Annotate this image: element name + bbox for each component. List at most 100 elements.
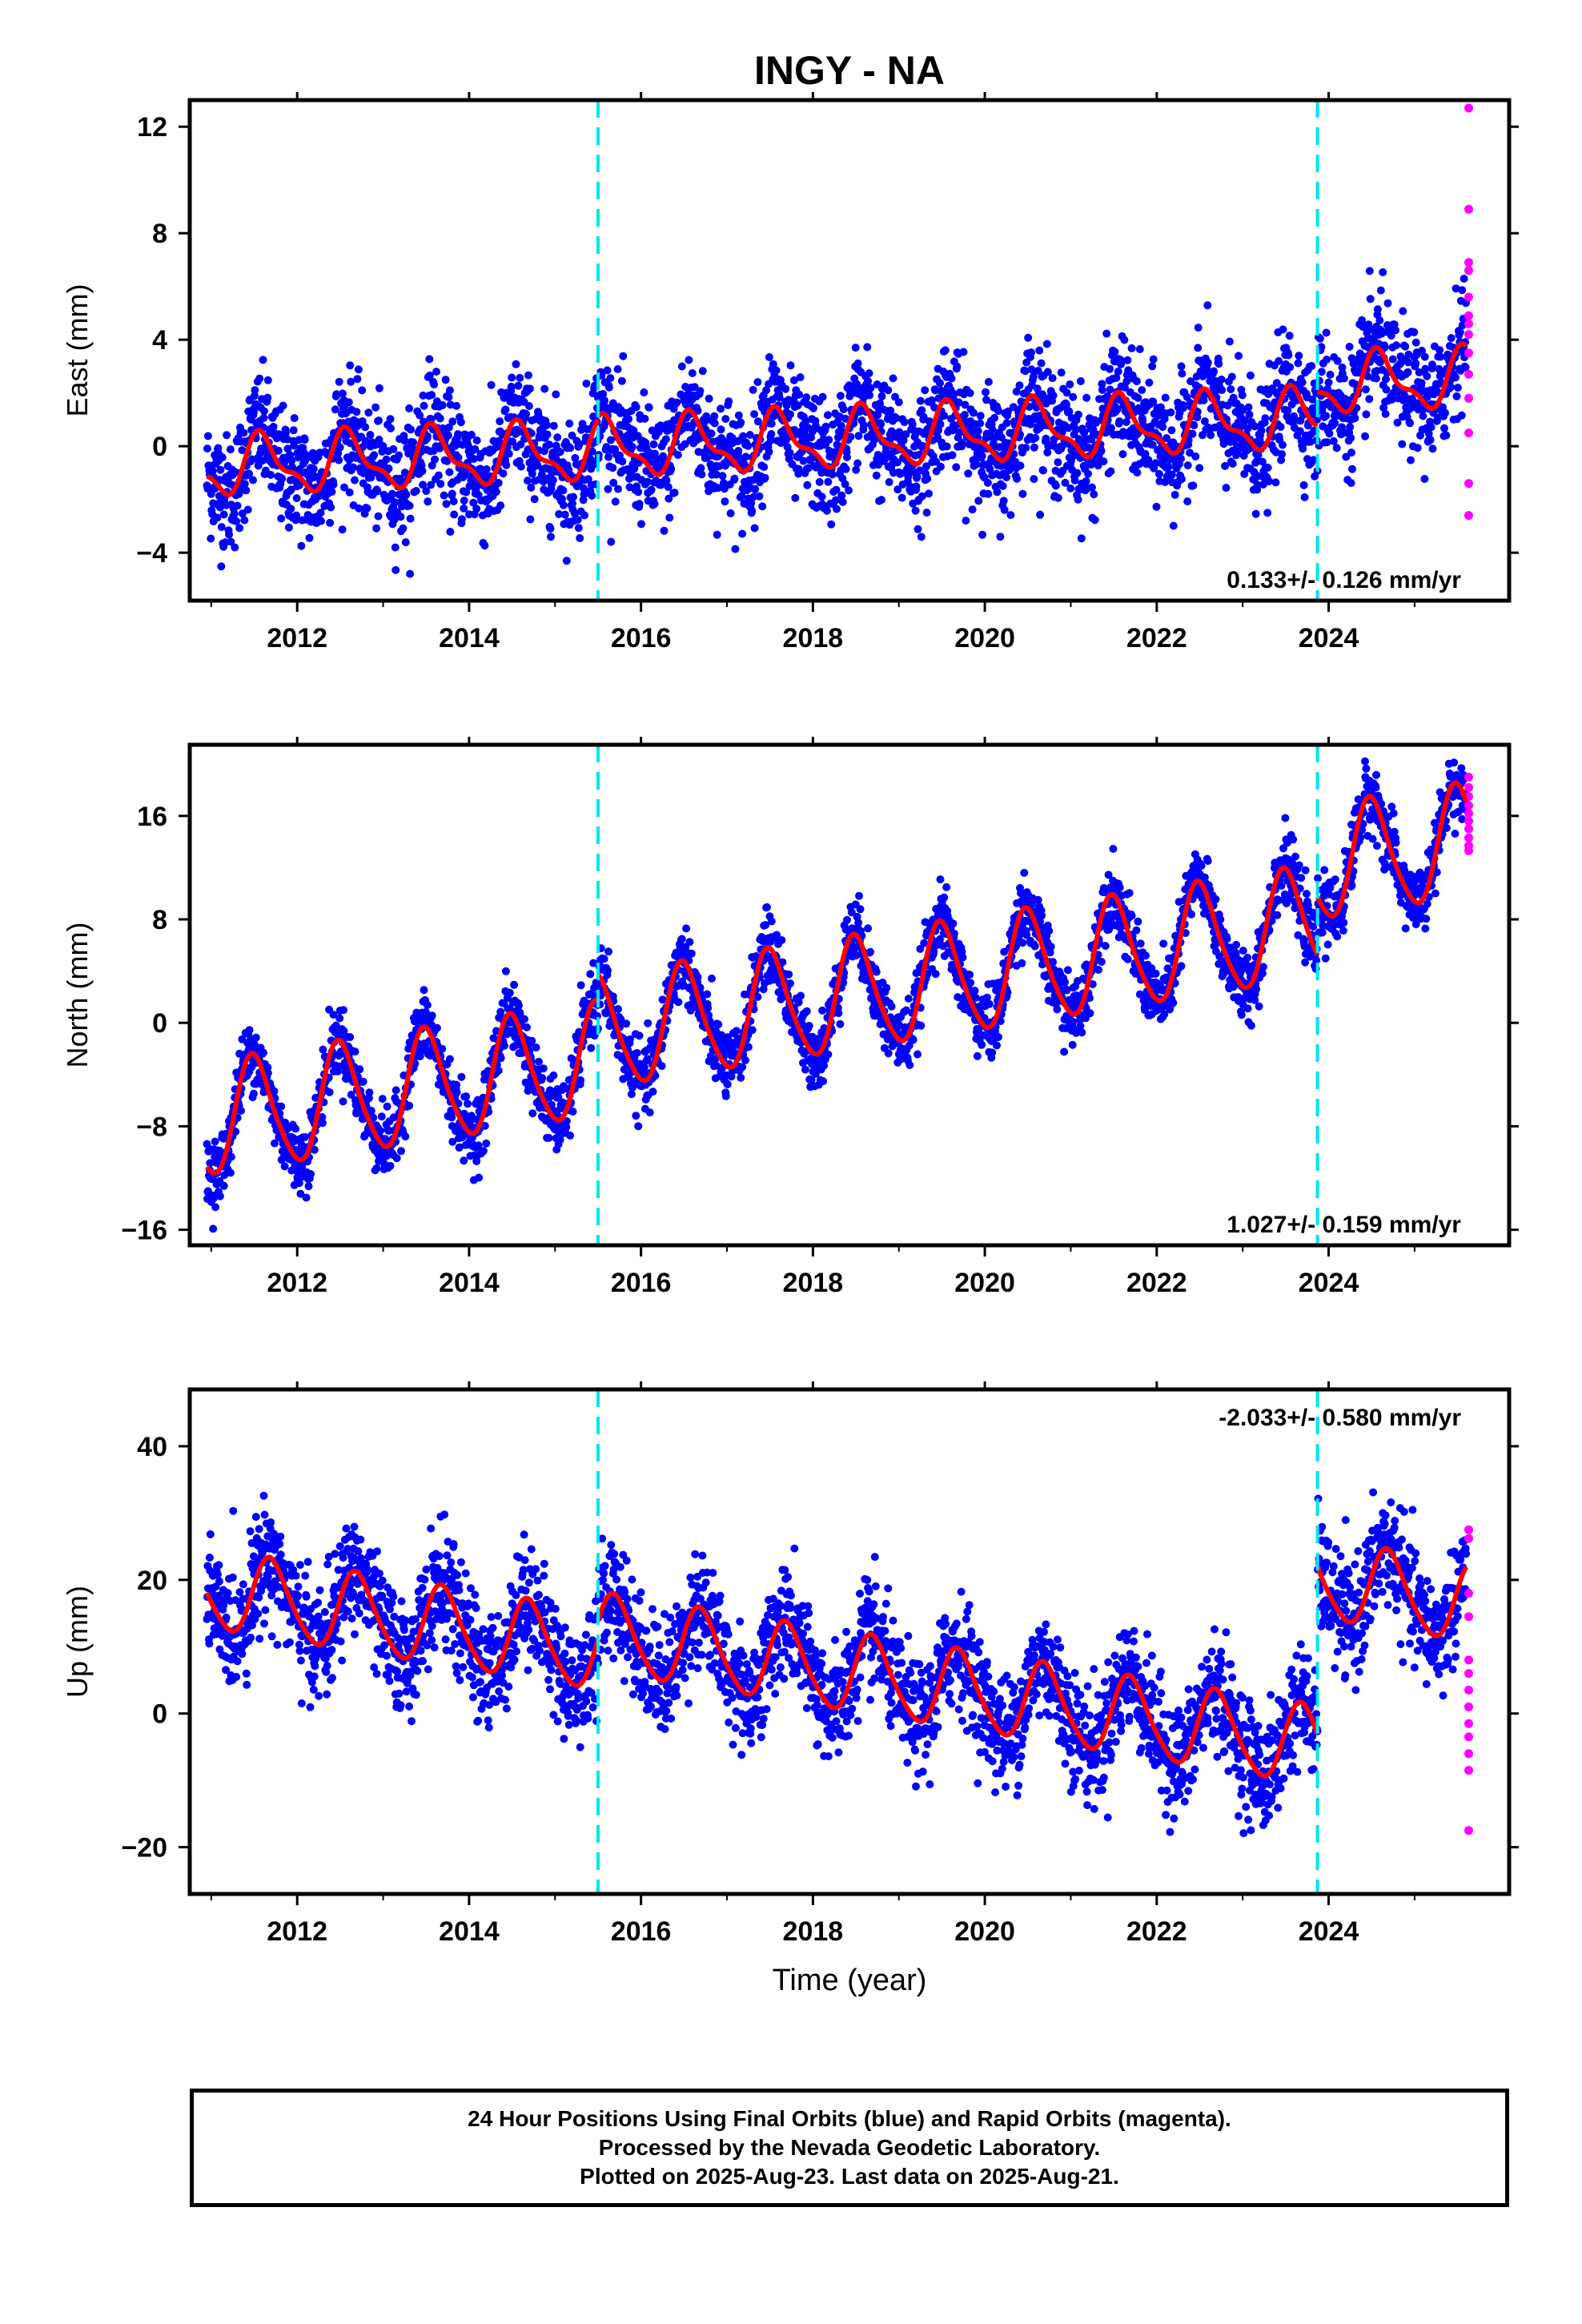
final-orbit-point: [1080, 428, 1089, 437]
final-orbit-point: [1077, 534, 1086, 543]
final-orbit-point: [839, 979, 848, 987]
final-orbit-point: [474, 1141, 483, 1150]
final-orbit-point: [354, 365, 363, 374]
final-orbit-point: [941, 346, 950, 355]
rapid-orbit-point: [1464, 319, 1473, 328]
final-orbit-point: [372, 1164, 381, 1172]
final-orbit-point: [913, 525, 922, 533]
final-orbit-point: [1225, 337, 1234, 346]
final-orbit-point: [1119, 428, 1127, 436]
final-orbit-point: [548, 476, 557, 485]
final-orbit-point: [504, 449, 513, 458]
final-orbit-point: [645, 1108, 654, 1117]
final-orbit-point: [893, 485, 902, 494]
final-orbit-point: [365, 1088, 374, 1097]
final-orbit-point: [1347, 448, 1355, 457]
final-orbit-point: [688, 369, 697, 377]
final-orbit-point: [1276, 423, 1285, 431]
final-orbit-point: [600, 396, 609, 405]
final-orbit-point: [495, 436, 504, 445]
final-orbit-point: [1034, 367, 1042, 375]
final-orbit-point: [450, 510, 459, 519]
final-orbit-point: [1257, 426, 1266, 435]
final-orbit-point: [1127, 344, 1136, 352]
final-orbit-point: [211, 1203, 220, 1212]
final-orbit-point: [1133, 468, 1142, 477]
final-orbit-point: [1035, 346, 1044, 355]
final-orbit-point: [1421, 364, 1430, 373]
final-orbit-point: [1030, 443, 1038, 452]
final-orbit-point: [259, 413, 268, 422]
final-orbit-point: [396, 513, 405, 521]
final-orbit-point: [1315, 334, 1324, 343]
final-orbit-point: [1076, 377, 1085, 385]
final-orbit-point: [436, 414, 444, 423]
final-orbit-point: [677, 935, 686, 943]
rapid-orbit-point: [1464, 292, 1473, 302]
final-orbit-point: [560, 510, 569, 519]
final-orbit-point: [445, 386, 454, 395]
final-orbit-point: [543, 420, 552, 429]
final-orbit-point: [1346, 423, 1355, 432]
final-orbit-point: [543, 430, 552, 439]
final-orbit-point: [999, 497, 1008, 505]
final-orbit-point: [815, 477, 824, 486]
final-orbit-point: [1338, 363, 1347, 372]
final-orbit-point: [836, 1019, 845, 1028]
final-orbit-point: [763, 903, 771, 911]
final-orbit-point: [995, 443, 1004, 452]
final-orbit-point: [731, 545, 740, 553]
final-orbit-point: [249, 476, 257, 485]
final-orbit-point: [284, 523, 293, 532]
final-orbit-point: [1098, 380, 1106, 388]
final-orbit-point: [693, 973, 702, 982]
final-orbit-point: [278, 474, 287, 483]
final-orbit-point: [758, 502, 767, 511]
final-orbit-point: [847, 908, 856, 917]
final-orbit-point: [797, 991, 805, 1000]
final-orbit-point: [462, 1092, 471, 1101]
final-orbit-point: [540, 384, 549, 393]
final-orbit-point: [1222, 484, 1231, 493]
final-orbit-point: [351, 476, 359, 485]
final-orbit-point: [1407, 456, 1415, 464]
final-orbit-point: [440, 491, 448, 500]
final-orbit-point: [917, 406, 926, 415]
final-orbit-point: [807, 433, 816, 442]
final-orbit-point: [738, 1063, 747, 1072]
final-orbit-point: [823, 411, 832, 420]
final-orbit-point: [624, 415, 633, 424]
final-orbit-point: [283, 444, 292, 453]
final-orbit-point: [789, 376, 798, 384]
final-orbit-point: [1072, 425, 1081, 434]
final-orbit-point: [1244, 403, 1253, 412]
final-orbit-point: [526, 515, 535, 524]
final-orbit-point: [1167, 470, 1176, 479]
final-orbit-point: [1152, 502, 1161, 511]
final-orbit-point: [900, 418, 909, 427]
final-orbit-point: [614, 485, 622, 493]
final-orbit-point: [227, 537, 235, 546]
final-orbit-point: [289, 426, 298, 435]
final-orbit-point: [908, 420, 917, 428]
final-orbit-point: [271, 1139, 279, 1148]
final-orbit-point: [1443, 350, 1452, 359]
final-orbit-point: [1188, 429, 1197, 438]
final-orbit-point: [741, 1055, 749, 1064]
final-orbit-point: [1323, 356, 1331, 364]
final-orbit-point: [1442, 431, 1451, 440]
final-orbit-point: [1190, 421, 1199, 430]
final-orbit-point: [267, 471, 275, 479]
final-orbit-point: [1361, 432, 1369, 440]
final-orbit-point: [927, 396, 936, 404]
final-orbit-point: [1411, 359, 1420, 368]
final-orbit-point: [1393, 418, 1402, 427]
final-orbit-point: [893, 458, 901, 467]
final-orbit-point: [886, 406, 895, 415]
final-orbit-point: [1042, 340, 1051, 348]
final-orbit-point: [1307, 362, 1316, 370]
final-orbit-point: [1279, 325, 1287, 334]
final-orbit-point: [500, 1041, 508, 1050]
rapid-orbit-point: [1464, 311, 1473, 320]
final-orbit-point: [1062, 388, 1071, 397]
